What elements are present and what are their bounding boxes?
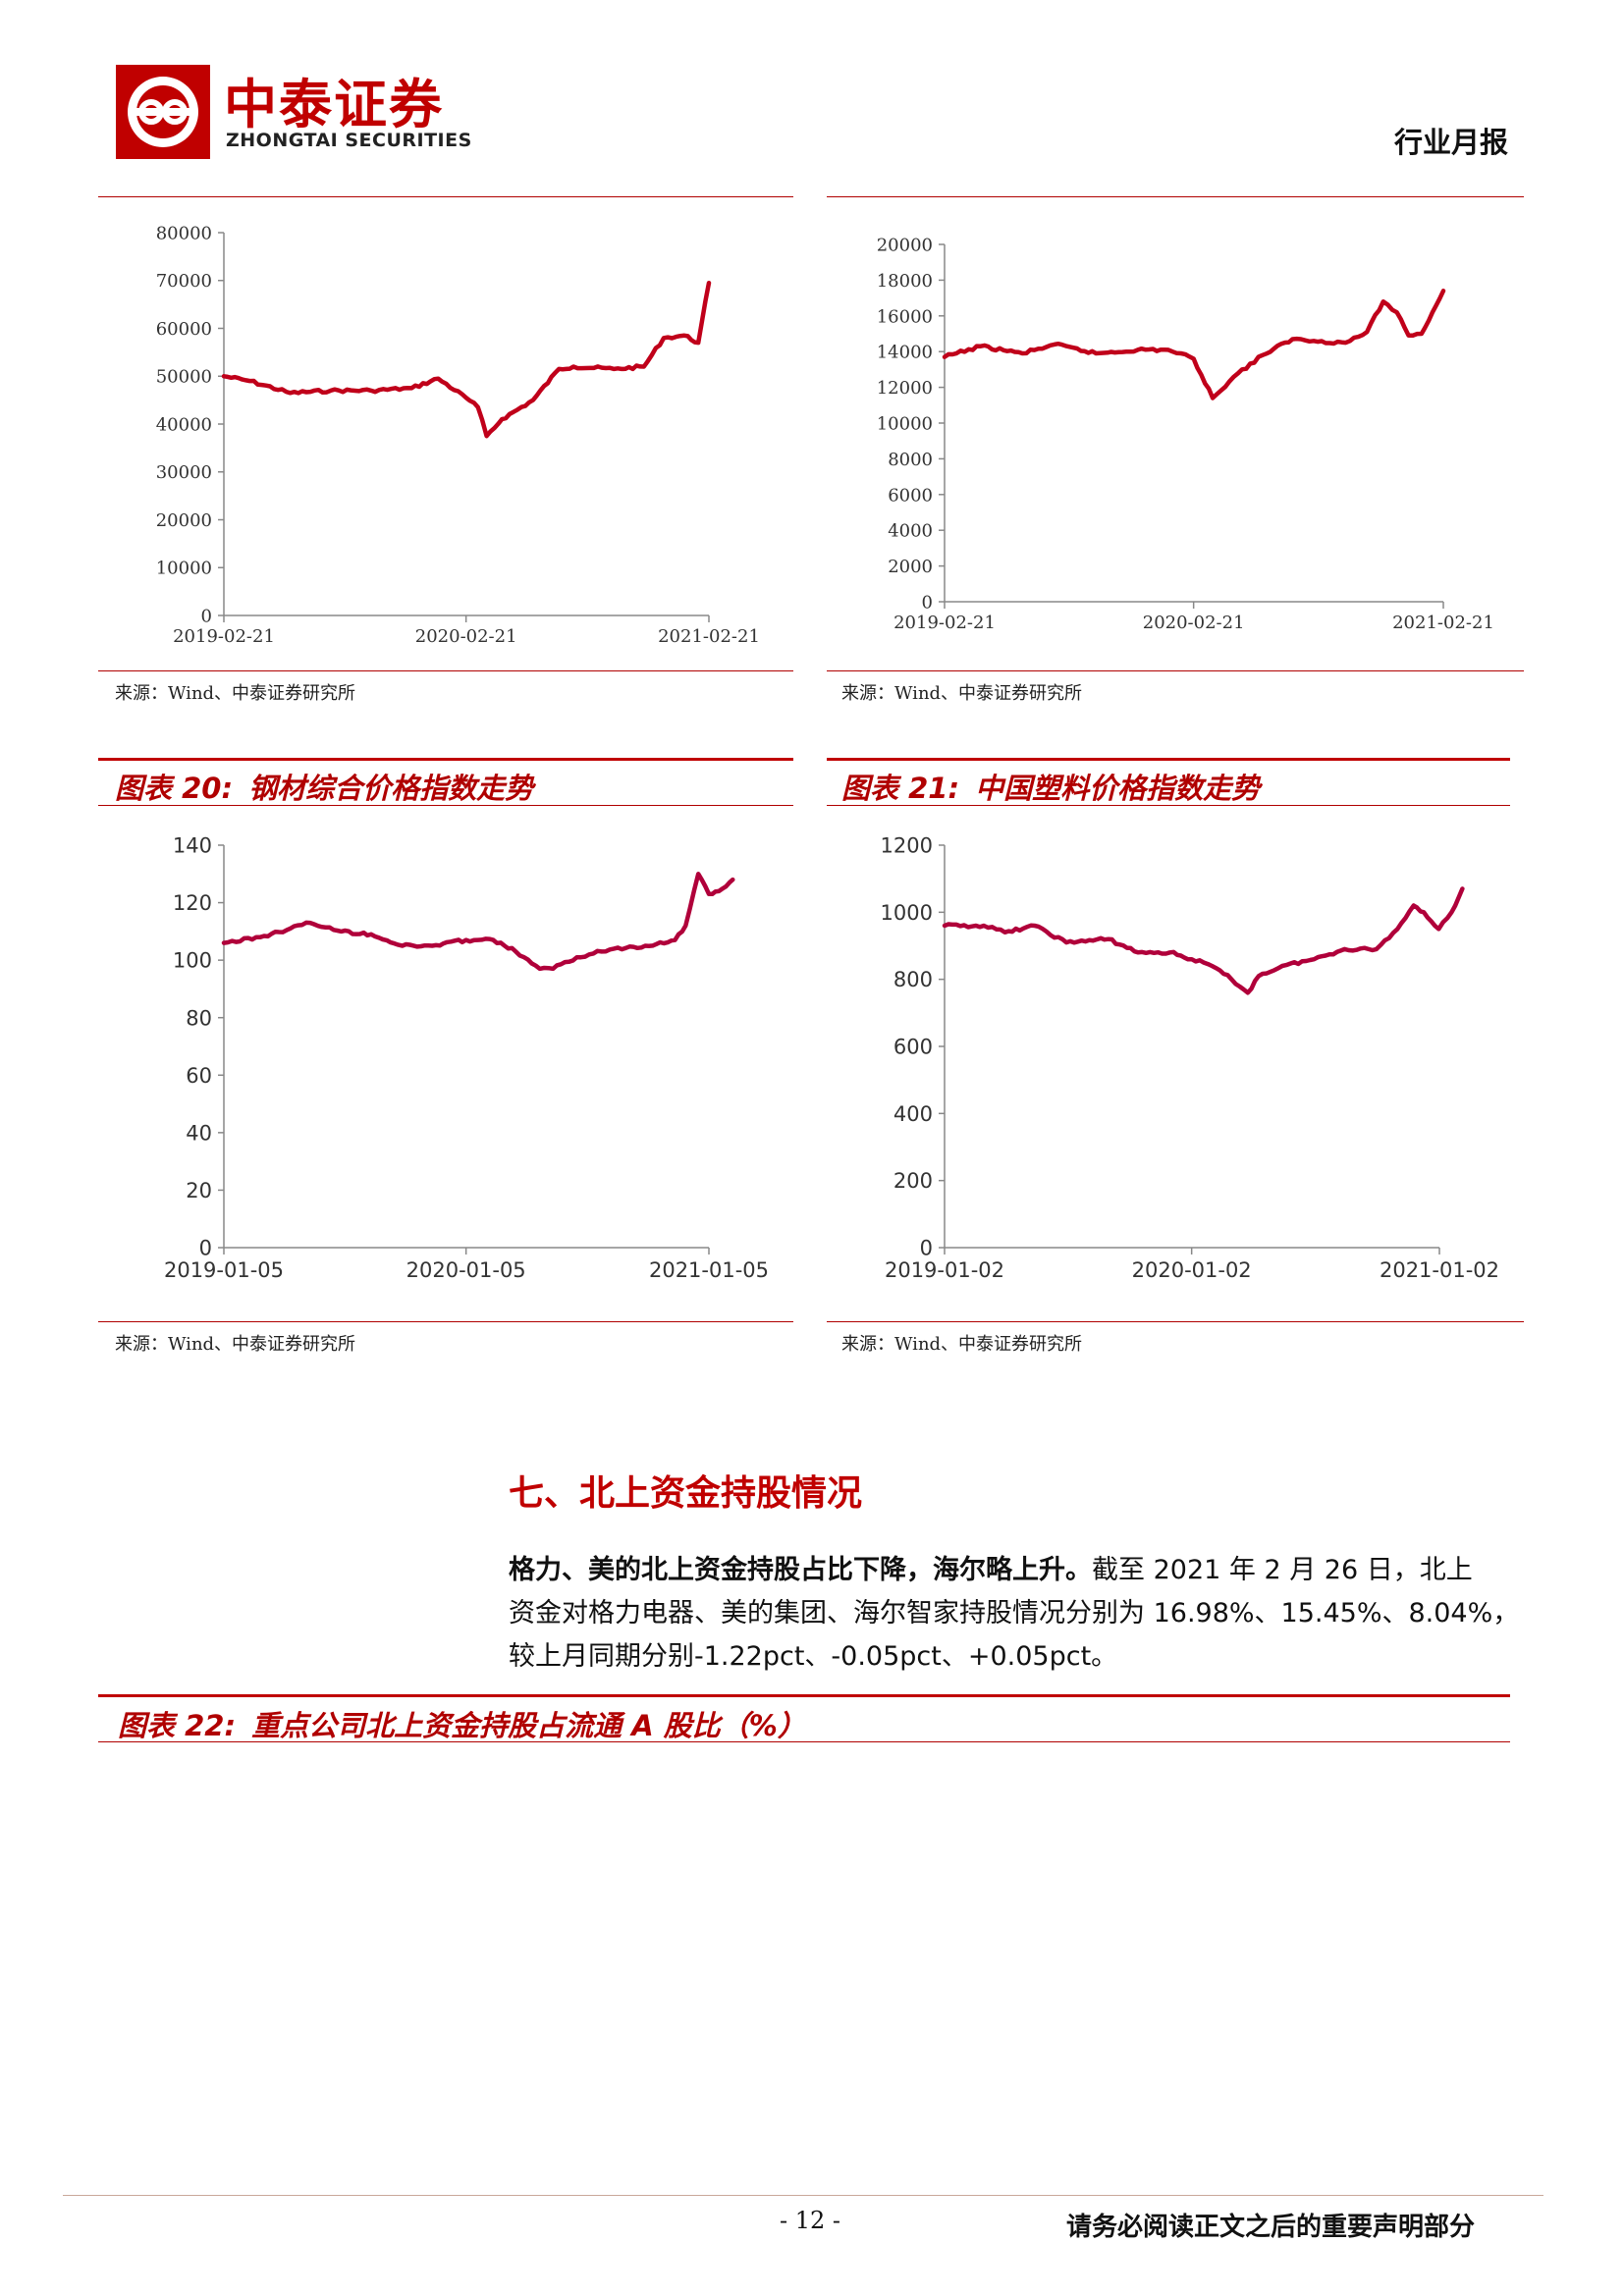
y-tick-label: 70000 [156, 271, 212, 292]
footer-disclaimer: 请务必阅读正文之后的重要声明部分 [1066, 2213, 1476, 2242]
y-tick-label: 60000 [156, 319, 212, 340]
y-tick-label: 100 [173, 949, 212, 973]
series-line [221, 280, 712, 439]
company-logo [116, 65, 210, 159]
fig20-source: 来源：Wind、中泰证券研究所 [115, 1334, 356, 1355]
series-line [942, 886, 1465, 995]
y-tick-label: 1200 [881, 834, 933, 858]
chart-1-top-rule [98, 196, 793, 197]
x-tick-label: 2021-02-21 [658, 626, 760, 647]
y-tick-label: 80000 [156, 223, 212, 243]
x-tick-label: 2021-01-02 [1380, 1258, 1499, 1282]
y-tick-label: 0 [920, 1237, 933, 1260]
fig20-bottom-rule [98, 1321, 793, 1322]
fig21-title-text: 中国塑料价格指数走势 [975, 772, 1261, 805]
chart-1-source: 来源：Wind、中泰证券研究所 [115, 683, 356, 704]
chart-1-bottom-rule [98, 670, 793, 671]
paragraph-lead: 格力、美的北上资金持股占比下降，海尔略上升。 [509, 1555, 1092, 1585]
y-tick-label: 40000 [156, 414, 212, 435]
y-tick-label: 50000 [156, 367, 212, 388]
y-tick-label: 12000 [877, 378, 933, 399]
y-tick-label: 800 [893, 968, 933, 991]
chart-1: 0 10000 20000 30000 40000 50000 60000 70000 8000… [156, 223, 760, 647]
paragraph-line-2: 资金对格力电器、美的集团、海尔智家持股情况分别为 16.98%、15.45%、8… [509, 1598, 1520, 1629]
paragraph-line-1-rest: 截至 2021 年 2 月 26 日，北上 [1092, 1555, 1473, 1585]
section-title: 七、北上资金持股情况 [509, 1473, 863, 1514]
y-tick-label: 40 [186, 1121, 212, 1145]
y-tick-label: 14000 [877, 343, 933, 363]
y-tick-label: 0 [201, 606, 212, 626]
fig20-title: 图表 20: 钢材综合价格指数走势 [115, 766, 533, 807]
y-tick-label: 1000 [881, 901, 933, 925]
paragraph-line-3: 较上月同期分别-1.22pct、-0.05pct、+0.05pct。 [509, 1641, 1118, 1672]
x-tick-label: 2021-01-05 [649, 1258, 769, 1282]
fig20-title-rule-top [98, 758, 793, 761]
x-tick-label: 2019-01-02 [885, 1258, 1004, 1282]
y-tick-label: 0 [922, 592, 933, 613]
fig21-title-rule-top [827, 758, 1510, 761]
x-tick-label: 2019-02-21 [173, 626, 275, 647]
paragraph-line-1: 格力、美的北上资金持股占比下降，海尔略上升。截至 2021 年 2 月 26 日… [509, 1549, 1519, 1592]
y-tick-label: 140 [173, 834, 212, 858]
y-tick-label: 600 [893, 1036, 933, 1059]
y-tick-label: 400 [893, 1102, 933, 1126]
fig21-bottom-rule [827, 1321, 1524, 1322]
y-tick-label: 120 [173, 891, 212, 915]
fig22-title-rule-bottom [98, 1741, 1510, 1742]
fig21-title: 图表 21: 中国塑料价格指数走势 [841, 766, 1260, 807]
chart-2-bottom-rule [827, 670, 1524, 671]
y-tick-label: 6000 [888, 485, 933, 506]
y-tick-label: 16000 [877, 306, 933, 327]
y-tick-label: 60 [186, 1064, 212, 1088]
y-tick-label: 10000 [877, 413, 933, 434]
x-tick-label: 2020-02-21 [415, 626, 517, 647]
x-tick-label: 2019-01-05 [164, 1258, 284, 1282]
fig21-source: 来源：Wind、中泰证券研究所 [841, 1334, 1083, 1355]
y-tick-label: 80 [186, 1006, 212, 1030]
fig22-title: 图表 22: 重点公司北上资金持股占流通 A 股比（%） [118, 1703, 806, 1744]
y-tick-label: 20000 [156, 510, 212, 531]
x-tick-label: 2020-02-21 [1143, 613, 1245, 633]
x-tick-label: 2020-01-02 [1132, 1258, 1252, 1282]
x-tick-label: 2019-02-21 [893, 613, 996, 633]
y-tick-label: 20 [186, 1179, 212, 1202]
company-name-en: ZHONGTAI SECURITIES [226, 130, 472, 151]
y-tick-label: 20000 [877, 235, 933, 255]
y-tick-label: 30000 [156, 462, 212, 483]
chart-fig20: 0 20 40 60 80 100 120 140 2019-01-05 2020-01-05 20… [164, 834, 769, 1282]
document-type: 行业月报 [1394, 126, 1509, 159]
chart-2-source: 来源：Wind、中泰证券研究所 [841, 683, 1083, 704]
y-tick-label: 10000 [156, 559, 212, 579]
fig20-title-prefix: 图表 20: [115, 772, 234, 805]
logo-mark-icon [116, 65, 210, 159]
fig22-title-text: 重点公司北上资金持股占流通 A 股比（%） [251, 1709, 806, 1742]
chart-2: 0 2000 4000 6000 8000 10000 12000 14000 16000 180… [877, 235, 1494, 633]
fig20-title-rule-bottom [98, 805, 793, 806]
fig22-title-rule-top [98, 1694, 1510, 1697]
fig22-title-prefix: 图表 22: [118, 1709, 237, 1742]
page-number: - 12 - [780, 2207, 841, 2234]
y-tick-label: 200 [893, 1169, 933, 1193]
y-tick-label: 2000 [888, 557, 933, 577]
x-tick-label: 2021-02-21 [1392, 613, 1494, 633]
y-tick-label: 18000 [877, 271, 933, 292]
chart-2-top-rule [827, 196, 1524, 197]
section-paragraph: 格力、美的北上资金持股占比下降，海尔略上升。截至 2021 年 2 月 26 日… [509, 1549, 1519, 1679]
footer-rule [63, 2195, 1543, 2196]
fig21-title-prefix: 图表 21: [841, 772, 960, 805]
fig21-title-rule-bottom [827, 805, 1510, 806]
y-tick-label: 8000 [888, 450, 933, 470]
series-line [221, 872, 735, 972]
series-line [942, 289, 1446, 400]
fig20-title-text: 钢材综合价格指数走势 [248, 772, 534, 805]
y-tick-label: 0 [199, 1237, 212, 1260]
x-tick-label: 2020-01-05 [406, 1258, 526, 1282]
y-tick-label: 4000 [888, 521, 933, 542]
company-name-cn: 中泰证券 [224, 74, 444, 135]
chart-fig21: 0 200 400 600 800 1000 1200 2019-01-02 2020-01-0… [881, 834, 1499, 1282]
